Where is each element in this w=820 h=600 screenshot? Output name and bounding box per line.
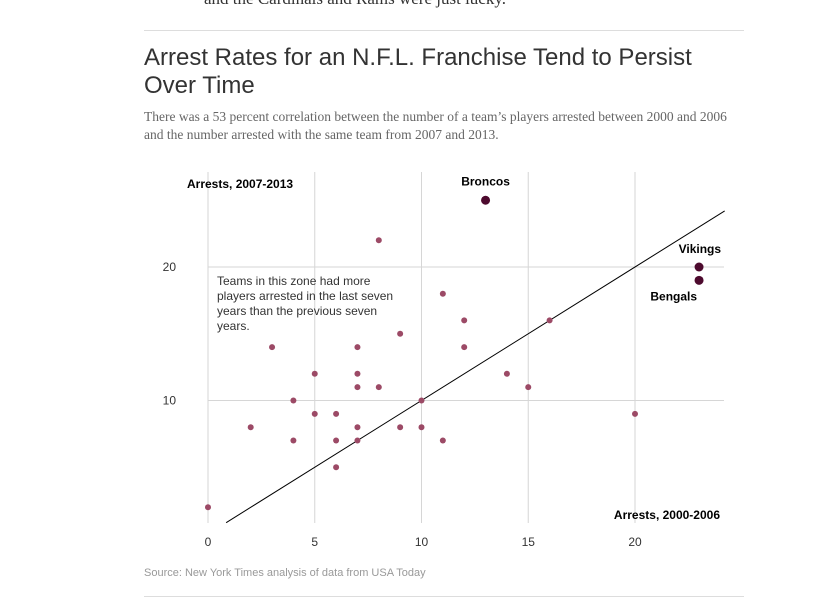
grid-lines [207,172,724,523]
y-tick-label: 10 [163,394,177,408]
highlighted-point-bengals [694,275,704,285]
data-point [205,504,211,511]
data-point [525,384,532,391]
data-point [375,384,382,391]
source-note: Source: New York Times analysis of data … [144,567,426,579]
highlighted-point-broncos [481,195,491,205]
data-point [461,344,468,351]
data-point [418,397,425,404]
x-tick-label: 20 [628,535,642,549]
data-point [354,344,361,351]
top-divider [144,30,744,31]
data-point [311,410,318,417]
data-point [354,424,361,431]
tick-labels: 0 5 10 15 20 10 20 [163,260,642,549]
scatter-chart: 0 5 10 15 20 10 20 Broncos Vikings Bengals Arres… [163,172,725,549]
data-point [247,424,254,431]
chart-subtitle: There was a 53 percent correlation betwe… [144,109,727,142]
data-point [418,424,425,431]
reference-line [225,210,725,524]
data-point [375,237,382,244]
x-tick-label: 10 [415,535,429,549]
x-tick-label: 5 [311,535,318,549]
data-point [546,317,553,324]
data-point [290,437,297,444]
team-label-bengals: Bengals [650,289,697,303]
x-tick-label: 15 [522,535,536,549]
highlighted-point-vikings [694,262,704,272]
data-point [269,344,276,351]
highlighted-points: Broncos Vikings Bengals [461,174,721,303]
bottom-divider [144,596,744,597]
axis-labels: Arrests, 2007-2013 Arrests, 2000-2006 [187,177,720,522]
data-point [461,317,468,324]
data-point [397,424,404,431]
zone-annotation: Teams in this zone had more players arre… [217,274,394,333]
data-point [311,370,318,377]
data-point [397,330,404,337]
team-label-vikings: Vikings [679,242,722,256]
x-axis-label: Arrests, 2000-2006 [614,508,720,522]
chart-title: Arrest Rates for an N.F.L. Franchise Ten… [144,44,692,99]
intro-text: and the Cardinals and Rams were just luc… [204,0,506,9]
data-point [333,464,340,471]
x-tick-label: 0 [205,535,212,549]
y-tick-label: 20 [163,260,177,274]
data-point [354,384,361,391]
data-point [333,410,340,417]
data-point [333,437,340,444]
equality-line [225,210,725,524]
y-axis-label: Arrests, 2007-2013 [187,177,293,191]
team-label-broncos: Broncos [461,174,510,188]
data-point [503,370,510,377]
data-point [439,437,446,444]
data-point [439,290,446,297]
data-points [205,237,638,511]
data-point [290,397,297,404]
data-point [354,370,361,377]
data-point [632,410,638,417]
data-point [354,437,361,444]
